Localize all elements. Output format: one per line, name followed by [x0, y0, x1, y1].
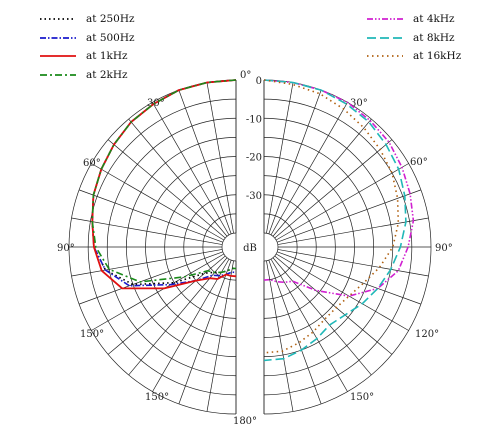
grid-spoke — [206, 82, 234, 234]
legend-item: at 2kHz — [40, 66, 135, 85]
series-line — [91, 79, 237, 290]
grid-spoke — [266, 82, 294, 234]
grid-spoke — [78, 189, 223, 243]
grid-spoke — [107, 139, 226, 239]
grid-spoke — [268, 260, 322, 405]
legend-right: at 4kHz at 8kHz at 16kHz — [367, 10, 461, 66]
grid-ring — [221, 232, 237, 262]
unit-label: dB — [243, 243, 257, 254]
angle-label: 30° — [350, 98, 368, 109]
legend-swatch — [40, 14, 76, 24]
grid-spoke — [275, 163, 409, 241]
grid-spoke — [152, 258, 230, 392]
grid-spoke — [274, 255, 393, 355]
legend-label: at 1kHz — [86, 50, 128, 63]
legend-item: at 16kHz — [367, 47, 461, 66]
grid-spoke — [277, 251, 422, 305]
radial-tick-label: -20 — [246, 153, 262, 164]
series-line — [263, 79, 407, 362]
grid-spoke — [277, 249, 429, 277]
radial-tick-label: -10 — [246, 114, 262, 125]
grid-spoke — [128, 118, 228, 237]
legend-label: at 2kHz — [86, 69, 128, 82]
grid-spoke — [266, 260, 294, 412]
series-line — [91, 79, 237, 286]
polar-grid — [68, 79, 432, 415]
legend-item: at 250Hz — [40, 10, 135, 29]
legend-left: at 250Hz at 500Hz at 1kHz at 2kHz — [40, 10, 135, 84]
grid-spoke — [277, 189, 422, 243]
legend-item: at 4kHz — [367, 10, 461, 29]
grid-ring — [263, 232, 279, 262]
grid-spoke — [275, 253, 409, 331]
angle-label: 60° — [83, 158, 101, 169]
legend-swatch — [367, 33, 403, 43]
grid-spoke — [178, 89, 232, 234]
legend-swatch — [367, 51, 403, 61]
grid-spoke — [277, 217, 429, 245]
angle-label: 180° — [233, 416, 257, 427]
grid-spoke — [272, 118, 372, 237]
grid-spoke — [270, 258, 348, 392]
series-line — [263, 79, 415, 297]
radial-tick-label: 0 — [256, 76, 262, 87]
legend-label: at 4kHz — [413, 13, 455, 26]
grid-spoke — [91, 253, 225, 331]
grid-spoke — [152, 102, 230, 236]
legend-item: at 1kHz — [40, 47, 135, 66]
angle-label: 60° — [410, 157, 428, 168]
grid-spoke — [178, 260, 232, 405]
grid-spoke — [206, 260, 234, 412]
angle-label: 120° — [415, 329, 439, 340]
angle-label: 150° — [350, 392, 374, 403]
legend-item: at 500Hz — [40, 29, 135, 48]
series-line — [91, 79, 237, 283]
grid-spoke — [270, 102, 348, 236]
grid-spoke — [91, 163, 225, 241]
radial-tick-label: -30 — [246, 191, 262, 202]
grid-spoke — [128, 257, 228, 376]
grid-spoke — [272, 257, 372, 376]
legend-label: at 16kHz — [413, 50, 462, 63]
grid-spoke — [78, 251, 223, 305]
angle-label: 150° — [80, 329, 104, 340]
legend-swatch — [40, 33, 76, 43]
grid-spoke — [274, 139, 393, 239]
angle-label: 90° — [57, 243, 75, 254]
legend-swatch — [40, 51, 76, 61]
legend-label: at 500Hz — [86, 31, 135, 44]
angle-label: 0° — [240, 70, 251, 81]
legend-label: at 8kHz — [413, 31, 455, 44]
legend-item: at 8kHz — [367, 29, 461, 48]
grid-spoke — [71, 217, 223, 245]
angle-label: 150° — [145, 392, 169, 403]
legend-swatch — [367, 14, 403, 24]
angle-label: 90° — [435, 243, 453, 254]
series-line — [263, 79, 400, 354]
legend-label: at 250Hz — [86, 13, 135, 26]
grid-spoke — [107, 255, 226, 355]
legend-swatch — [40, 70, 76, 80]
grid-spoke — [268, 89, 322, 234]
grid-spoke — [71, 249, 223, 277]
